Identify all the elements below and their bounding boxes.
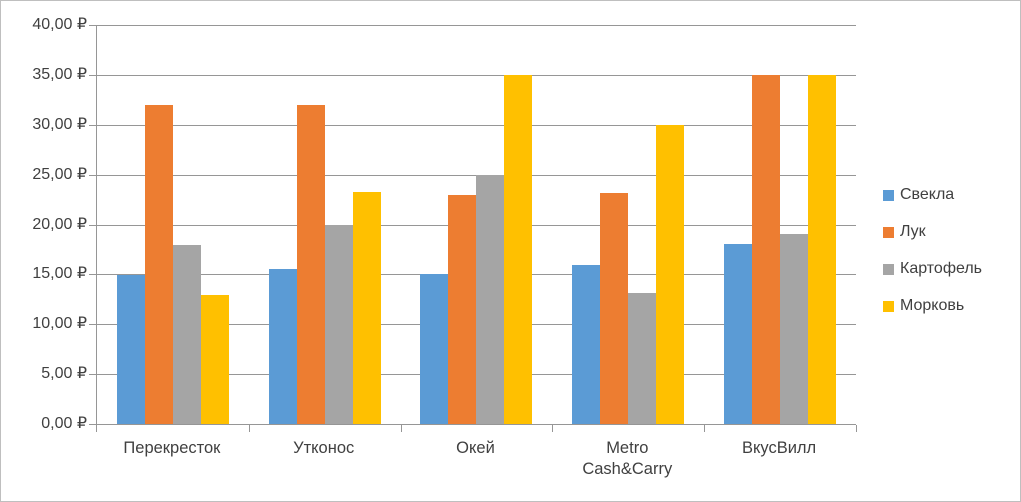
bar-картофель[interactable] [324, 224, 353, 424]
legend-label: Свекла [900, 186, 955, 203]
y-axis-tick-label: 40,00 ₽ [32, 16, 87, 33]
bar-морковь[interactable] [200, 295, 229, 424]
x-axis-tick [552, 425, 554, 432]
bar-свекла[interactable] [420, 274, 449, 424]
legend-swatch-icon [883, 300, 894, 312]
y-axis-tick [89, 374, 96, 376]
y-axis-tick-label: 5,00 ₽ [41, 365, 87, 383]
x-axis-category-label: Перекресток [96, 438, 248, 459]
x-axis-category-label: Утконос [248, 438, 400, 459]
x-axis-category-label: Окей [400, 438, 552, 459]
x-axis-category-label: Metro Cash&Carry [551, 438, 703, 480]
y-axis-tick-label: 15,00 ₽ [32, 265, 87, 283]
bar-лук[interactable] [600, 192, 629, 424]
plot-area [89, 25, 857, 432]
x-axis-category-label-text: Утконос [293, 439, 355, 457]
bar-свекла[interactable] [572, 265, 601, 424]
y-axis-tick-label: 25,00 ₽ [32, 165, 87, 183]
legend-item-картофель[interactable]: Картофель [883, 261, 982, 277]
legend-item-морковь[interactable]: Морковь [883, 298, 982, 314]
legend-item-свекла[interactable]: Свекла [883, 187, 982, 203]
bar-лук[interactable] [752, 74, 781, 424]
y-axis-tick [89, 174, 96, 176]
bar-group [97, 25, 249, 424]
bar-group [401, 25, 553, 424]
legend-label: Картофель [900, 260, 983, 277]
legend-swatch-icon [883, 189, 894, 201]
legend-item-лук[interactable]: Лук [883, 224, 982, 240]
bar-свекла[interactable] [268, 269, 297, 424]
y-axis-tick [89, 324, 96, 326]
y-axis-tick-label: 30,00 ₽ [32, 115, 87, 133]
bar-group [552, 25, 704, 424]
x-axis-category-label-text: Окей [456, 439, 495, 457]
legend-label: Морковь [900, 297, 965, 314]
legend-swatch-icon [883, 263, 894, 275]
y-axis-tick [89, 424, 96, 425]
bar-картофель[interactable] [628, 293, 657, 424]
legend-label: Лук [900, 223, 926, 240]
x-axis-tick [248, 425, 250, 432]
gridline [97, 124, 856, 126]
gridline [97, 74, 856, 76]
bar-картофель[interactable] [172, 245, 201, 424]
bar-свекла[interactable] [116, 275, 145, 424]
bar-картофель[interactable] [780, 234, 809, 424]
bar-морковь[interactable] [352, 191, 381, 424]
bar-лук[interactable] [296, 104, 325, 424]
x-axis-tick [704, 425, 706, 432]
y-axis-tick [89, 224, 96, 226]
bar-морковь[interactable] [808, 74, 837, 424]
bar-group [249, 25, 401, 424]
y-axis-tick-label: 20,00 ₽ [32, 215, 87, 233]
bar-свекла[interactable] [724, 244, 753, 424]
bar-картофель[interactable] [476, 174, 505, 424]
x-axis-tick [400, 425, 402, 432]
bar-лук[interactable] [448, 194, 477, 424]
y-axis-tick [89, 274, 96, 276]
y-axis-tick [89, 25, 96, 26]
bar-group [704, 25, 856, 424]
legend-swatch-icon [883, 226, 894, 238]
x-axis-category-label-text: Metro Cash&Carry [582, 439, 673, 478]
bar-морковь[interactable] [504, 74, 533, 424]
x-axis-category-label-text: Перекресток [123, 439, 221, 457]
y-axis-tick [89, 124, 96, 126]
y-axis-tick-label: 35,00 ₽ [32, 65, 87, 83]
gridline [97, 25, 856, 26]
y-axis-tick [89, 74, 96, 76]
y-axis-tick-label: 0,00 ₽ [41, 415, 87, 432]
x-axis-category-label: ВкусВилл [703, 438, 855, 459]
legend: Свекла Лук Картофель Морковь [883, 187, 982, 314]
bar-морковь[interactable] [656, 124, 685, 424]
bar-лук[interactable] [144, 104, 173, 424]
y-axis-tick-label: 10,00 ₽ [32, 315, 87, 333]
x-axis-category-label-text: ВкусВилл [741, 439, 817, 457]
x-axis-tick [96, 425, 97, 432]
x-axis-tick [856, 425, 857, 432]
